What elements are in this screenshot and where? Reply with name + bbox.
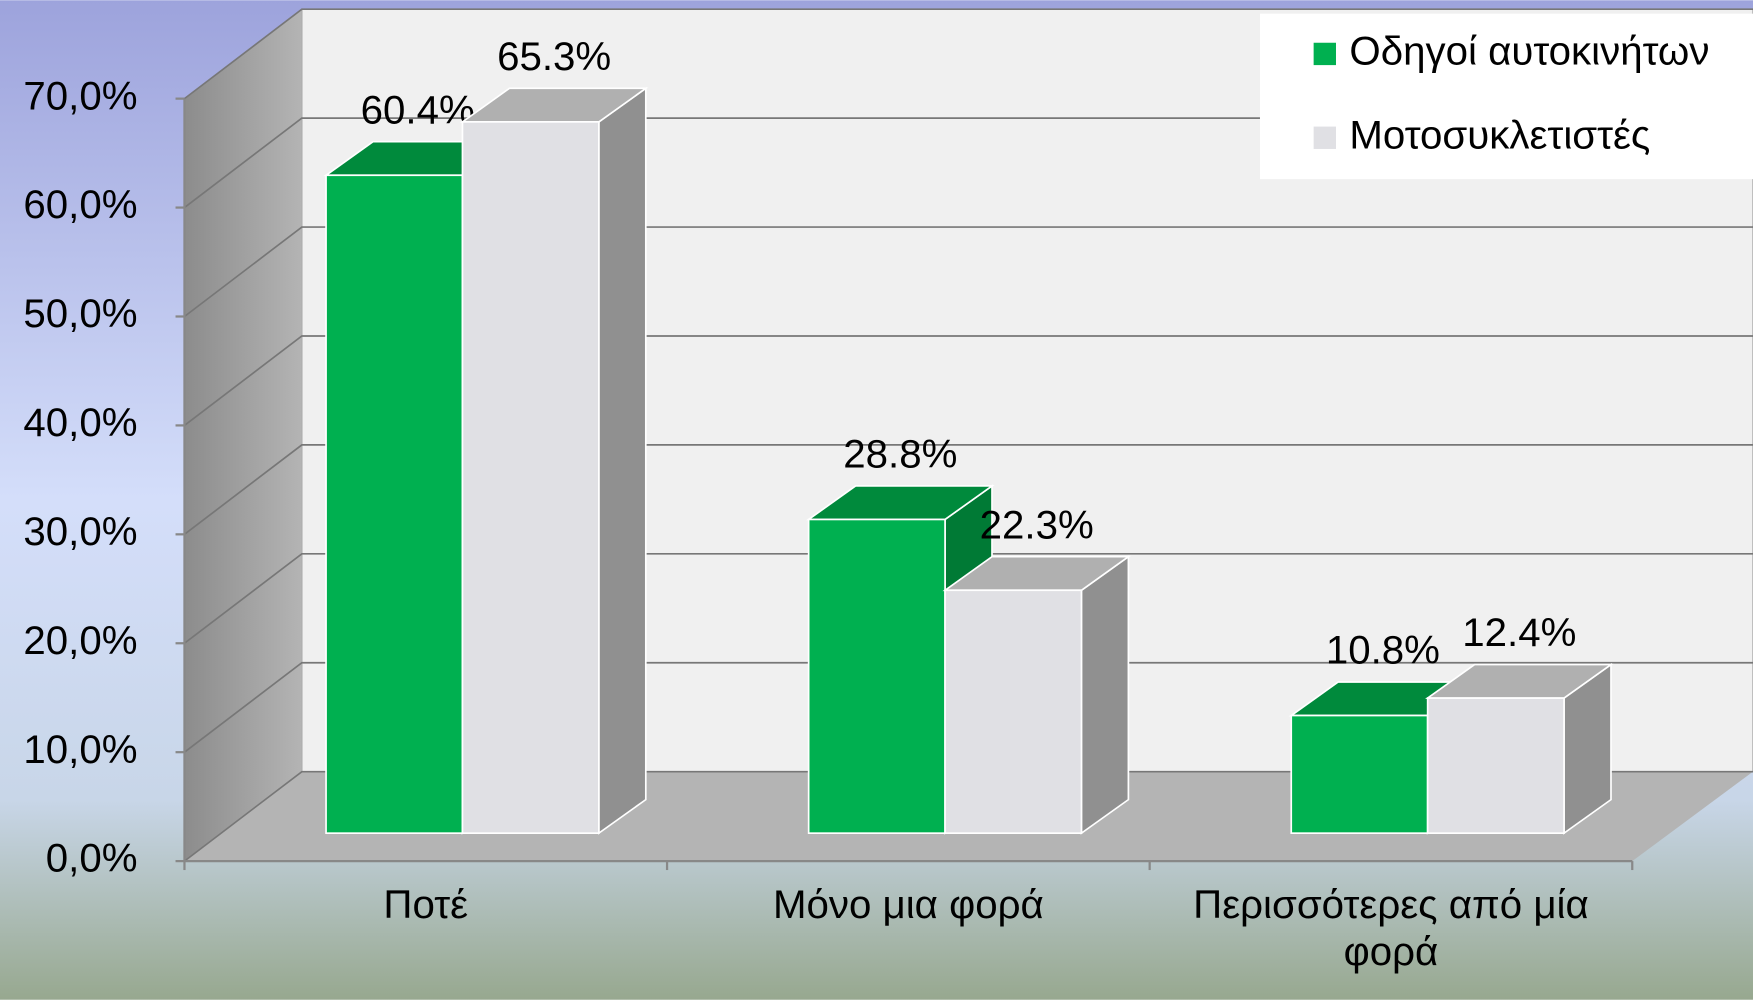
grid-line (183, 552, 1753, 644)
legend-swatch (1313, 42, 1336, 66)
value-label: 65.3% (497, 34, 611, 79)
value-label: 12.4% (1462, 610, 1576, 655)
legend (1259, 13, 1753, 180)
grid-line (183, 335, 1753, 427)
x-tick-label: Περισσότερες από μία φορά (1193, 881, 1589, 975)
y-tick-label: 20,0% (23, 618, 137, 663)
y-tick-label: 30,0% (23, 509, 137, 554)
value-label: 10.8% (1326, 628, 1440, 673)
legend-label: Οδηγοί αυτοκινήτων (1349, 29, 1709, 74)
x-tick-label: Ποτέ (383, 881, 469, 928)
value-label: 22.3% (980, 502, 1094, 547)
grid-line (183, 770, 1753, 862)
bar-front (807, 518, 946, 834)
bar-front (1426, 697, 1565, 834)
bar-side (598, 86, 647, 835)
x-tick-label-box: Περισσότερες από μία φορά (1193, 881, 1589, 975)
x-tick-label: Μόνο μια φορά (772, 881, 1044, 928)
legend-label: Μοτοσυκλετιστές (1349, 112, 1650, 157)
x-tick-label-box: Μόνο μια φορά (772, 881, 1044, 928)
bar-front (944, 589, 1083, 834)
side-wall (184, 9, 302, 862)
bar-side (1080, 555, 1130, 835)
y-tick-label: 70,0% (23, 73, 137, 118)
legend-swatch (1313, 126, 1336, 149)
bar-front (1290, 714, 1429, 834)
value-label: 28.8% (843, 431, 957, 476)
y-tick-label: 40,0% (23, 400, 137, 445)
grid-line (183, 8, 1753, 100)
bar-front (461, 121, 600, 834)
value-label: 60.4% (361, 87, 475, 132)
bar (459, 86, 649, 835)
y-tick-label: 60,0% (23, 182, 137, 227)
y-tick-label: 50,0% (23, 291, 137, 336)
grid-line (183, 661, 1753, 753)
bar (942, 555, 1132, 835)
y-tick-label: 0,0% (46, 836, 138, 881)
x-tick-label-box: Ποτέ (383, 881, 469, 928)
bar (1425, 662, 1614, 835)
grid-line (183, 226, 1753, 318)
grid-line (183, 444, 1753, 536)
bar-front (325, 174, 464, 834)
y-tick-label: 10,0% (23, 727, 137, 772)
